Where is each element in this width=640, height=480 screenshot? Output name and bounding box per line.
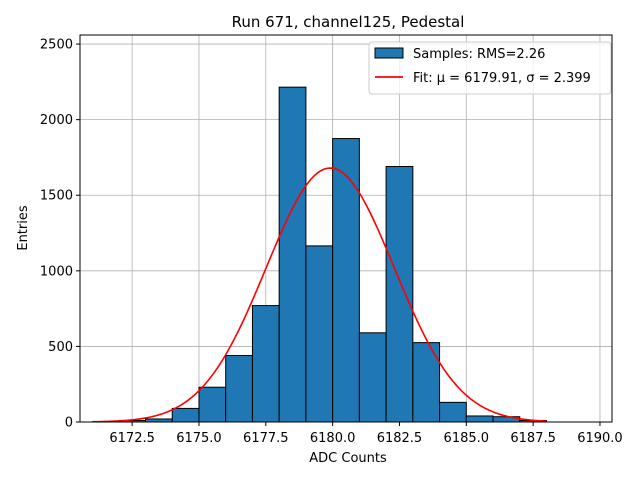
x-tick-label: 6185.0 (444, 431, 490, 446)
histogram-bar (332, 138, 360, 423)
y-tick-label: 500 (48, 340, 73, 355)
legend: Samples: RMS=2.26 Fit: μ = 6179.91, σ = … (368, 41, 612, 95)
legend-box (368, 41, 612, 95)
x-tick-label: 6180.0 (310, 431, 356, 446)
x-tick-label: 6190.0 (577, 431, 623, 446)
y-axis-label: Entries (16, 205, 31, 251)
histogram-bar (171, 407, 200, 423)
x-axis-label: ADC Counts (309, 451, 387, 466)
x-tick-label: 6177.5 (243, 431, 289, 446)
legend-label-fit: Fit: μ = 6179.91, σ = 2.399 (413, 71, 591, 86)
x-tick-label: 6182.5 (377, 431, 423, 446)
legend-label-samples: Samples: RMS=2.26 (413, 47, 545, 62)
fit-curve (92, 167, 547, 423)
histogram-bar (439, 401, 467, 423)
y-tick-label: 2500 (40, 38, 73, 53)
y-tick-label: 0 (65, 416, 73, 431)
y-tick-label: 2000 (40, 113, 73, 128)
histogram-bar (385, 166, 414, 423)
plot-frame (79, 34, 613, 423)
x-tick-label: 6172.5 (109, 431, 155, 446)
histogram-bar (278, 86, 307, 423)
histogram-bar (358, 332, 387, 423)
x-tick-label: 6175.0 (176, 431, 222, 446)
y-axis-ticks: 0 500 1000 1500 2000 2500 (40, 38, 80, 431)
histogram-bar (465, 415, 494, 423)
histogram-bar (225, 354, 253, 423)
legend-swatch-samples (374, 47, 404, 59)
y-tick-label: 1500 (40, 189, 73, 204)
histogram-bar (305, 245, 334, 423)
x-axis-ticks: 6172.5 6175.0 6177.5 6180.0 6182.5 6185.0 6187… (109, 422, 623, 446)
y-tick-label: 1000 (40, 264, 73, 279)
histogram-bar (198, 386, 227, 423)
x-tick-label: 6187.5 (510, 431, 556, 446)
chart-title: Run 671, channel125, Pedestal (232, 13, 465, 31)
fit-curve-group (92, 167, 547, 423)
histogram-bar (251, 305, 280, 423)
